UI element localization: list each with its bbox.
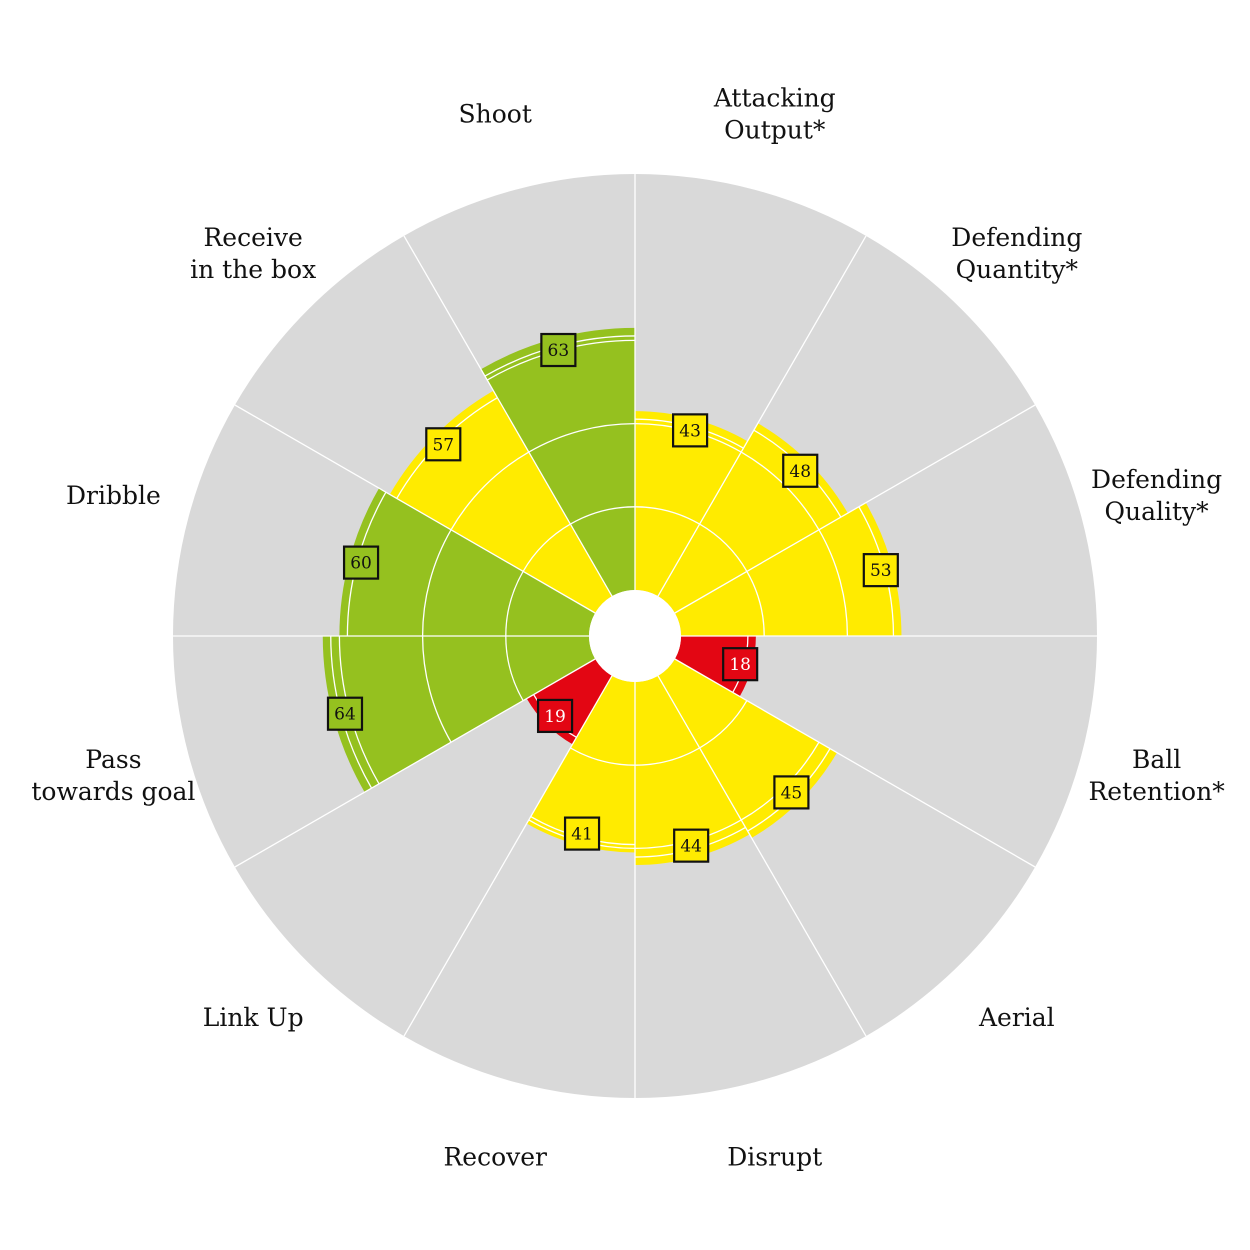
value-bar <box>635 675 750 866</box>
grid-separator <box>657 675 867 1037</box>
value-label: 41 <box>571 825 593 845</box>
grid-arc <box>746 571 765 637</box>
value-label-box <box>540 332 577 368</box>
grid-separator <box>657 235 867 597</box>
grid-arc <box>505 571 524 637</box>
category-label: towards goal <box>31 777 195 806</box>
value-bar <box>526 675 635 853</box>
grid-arc <box>634 506 700 525</box>
value-label-box <box>342 545 380 580</box>
grid-separator <box>234 404 596 614</box>
grid-arc <box>450 451 530 531</box>
center-circle <box>589 590 681 682</box>
grid-arc <box>570 747 636 766</box>
value-label: 53 <box>870 561 892 581</box>
category-label: Shoot <box>459 99 532 128</box>
value-label: 57 <box>432 435 454 455</box>
value-label: 60 <box>350 554 372 574</box>
category-label: Disrupt <box>727 1143 822 1172</box>
center-hole <box>589 590 681 682</box>
background-wedge <box>234 659 612 1037</box>
category-label: Aerial <box>978 1003 1055 1032</box>
value-label-box <box>773 775 810 810</box>
grid-separator <box>234 658 596 868</box>
category-label: in the box <box>190 255 316 284</box>
grid-arc <box>421 529 452 637</box>
value-label: 48 <box>789 462 811 482</box>
category-label: Receive <box>203 223 302 252</box>
grid-separator <box>674 658 1036 868</box>
category-label: Defending <box>951 223 1082 252</box>
category-label: Attacking <box>713 83 836 112</box>
grid-arc <box>818 529 849 637</box>
value-label-box <box>722 647 759 682</box>
value-label-box <box>782 453 819 488</box>
value-label-box <box>425 427 462 462</box>
value-labels: 43 48 53 18 45 44 41 19 64 60 57 63 <box>326 332 899 863</box>
value-label: 63 <box>548 341 570 361</box>
grid-arc <box>699 523 748 572</box>
grid-arc <box>634 747 700 766</box>
category-label: Output* <box>724 115 826 144</box>
category-labels: Attacking Output* Defending Quantity* Defend… <box>31 83 1225 1171</box>
category-label: Defending <box>1091 465 1222 494</box>
value-label-box <box>862 553 899 588</box>
value-label: 45 <box>781 783 803 803</box>
value-label-box <box>536 698 574 734</box>
grid-arc <box>505 635 524 701</box>
category-label: Link Up <box>203 1003 304 1032</box>
grid-arc <box>570 506 636 525</box>
value-label-box <box>326 696 364 731</box>
category-label: Recover <box>443 1143 547 1172</box>
grid-separator <box>674 404 1036 614</box>
grid-arc <box>528 422 636 453</box>
category-label: Ball <box>1132 745 1181 774</box>
value-label: 19 <box>544 707 566 727</box>
value-label: 64 <box>334 705 356 725</box>
category-label: Dribble <box>66 481 161 510</box>
value-bar <box>322 636 596 793</box>
category-label: Retention* <box>1088 777 1225 806</box>
value-bar <box>339 488 596 636</box>
grid-separator <box>403 675 613 1037</box>
value-label-box <box>671 413 709 448</box>
value-label-box <box>673 828 710 863</box>
category-label: Quality* <box>1105 497 1210 526</box>
category-label: Pass <box>85 745 141 774</box>
background-wedge <box>674 636 1097 867</box>
value-label: 43 <box>679 421 701 441</box>
grid-arc <box>522 523 571 572</box>
grid-arc <box>699 700 748 749</box>
value-label: 44 <box>680 837 702 857</box>
value-label: 18 <box>729 655 751 675</box>
value-bar <box>480 327 635 597</box>
value-label-box <box>563 816 601 851</box>
category-label: Quantity* <box>956 255 1079 284</box>
grid-separator <box>403 235 613 597</box>
value-bar <box>635 411 748 597</box>
grid-arc <box>421 635 452 743</box>
